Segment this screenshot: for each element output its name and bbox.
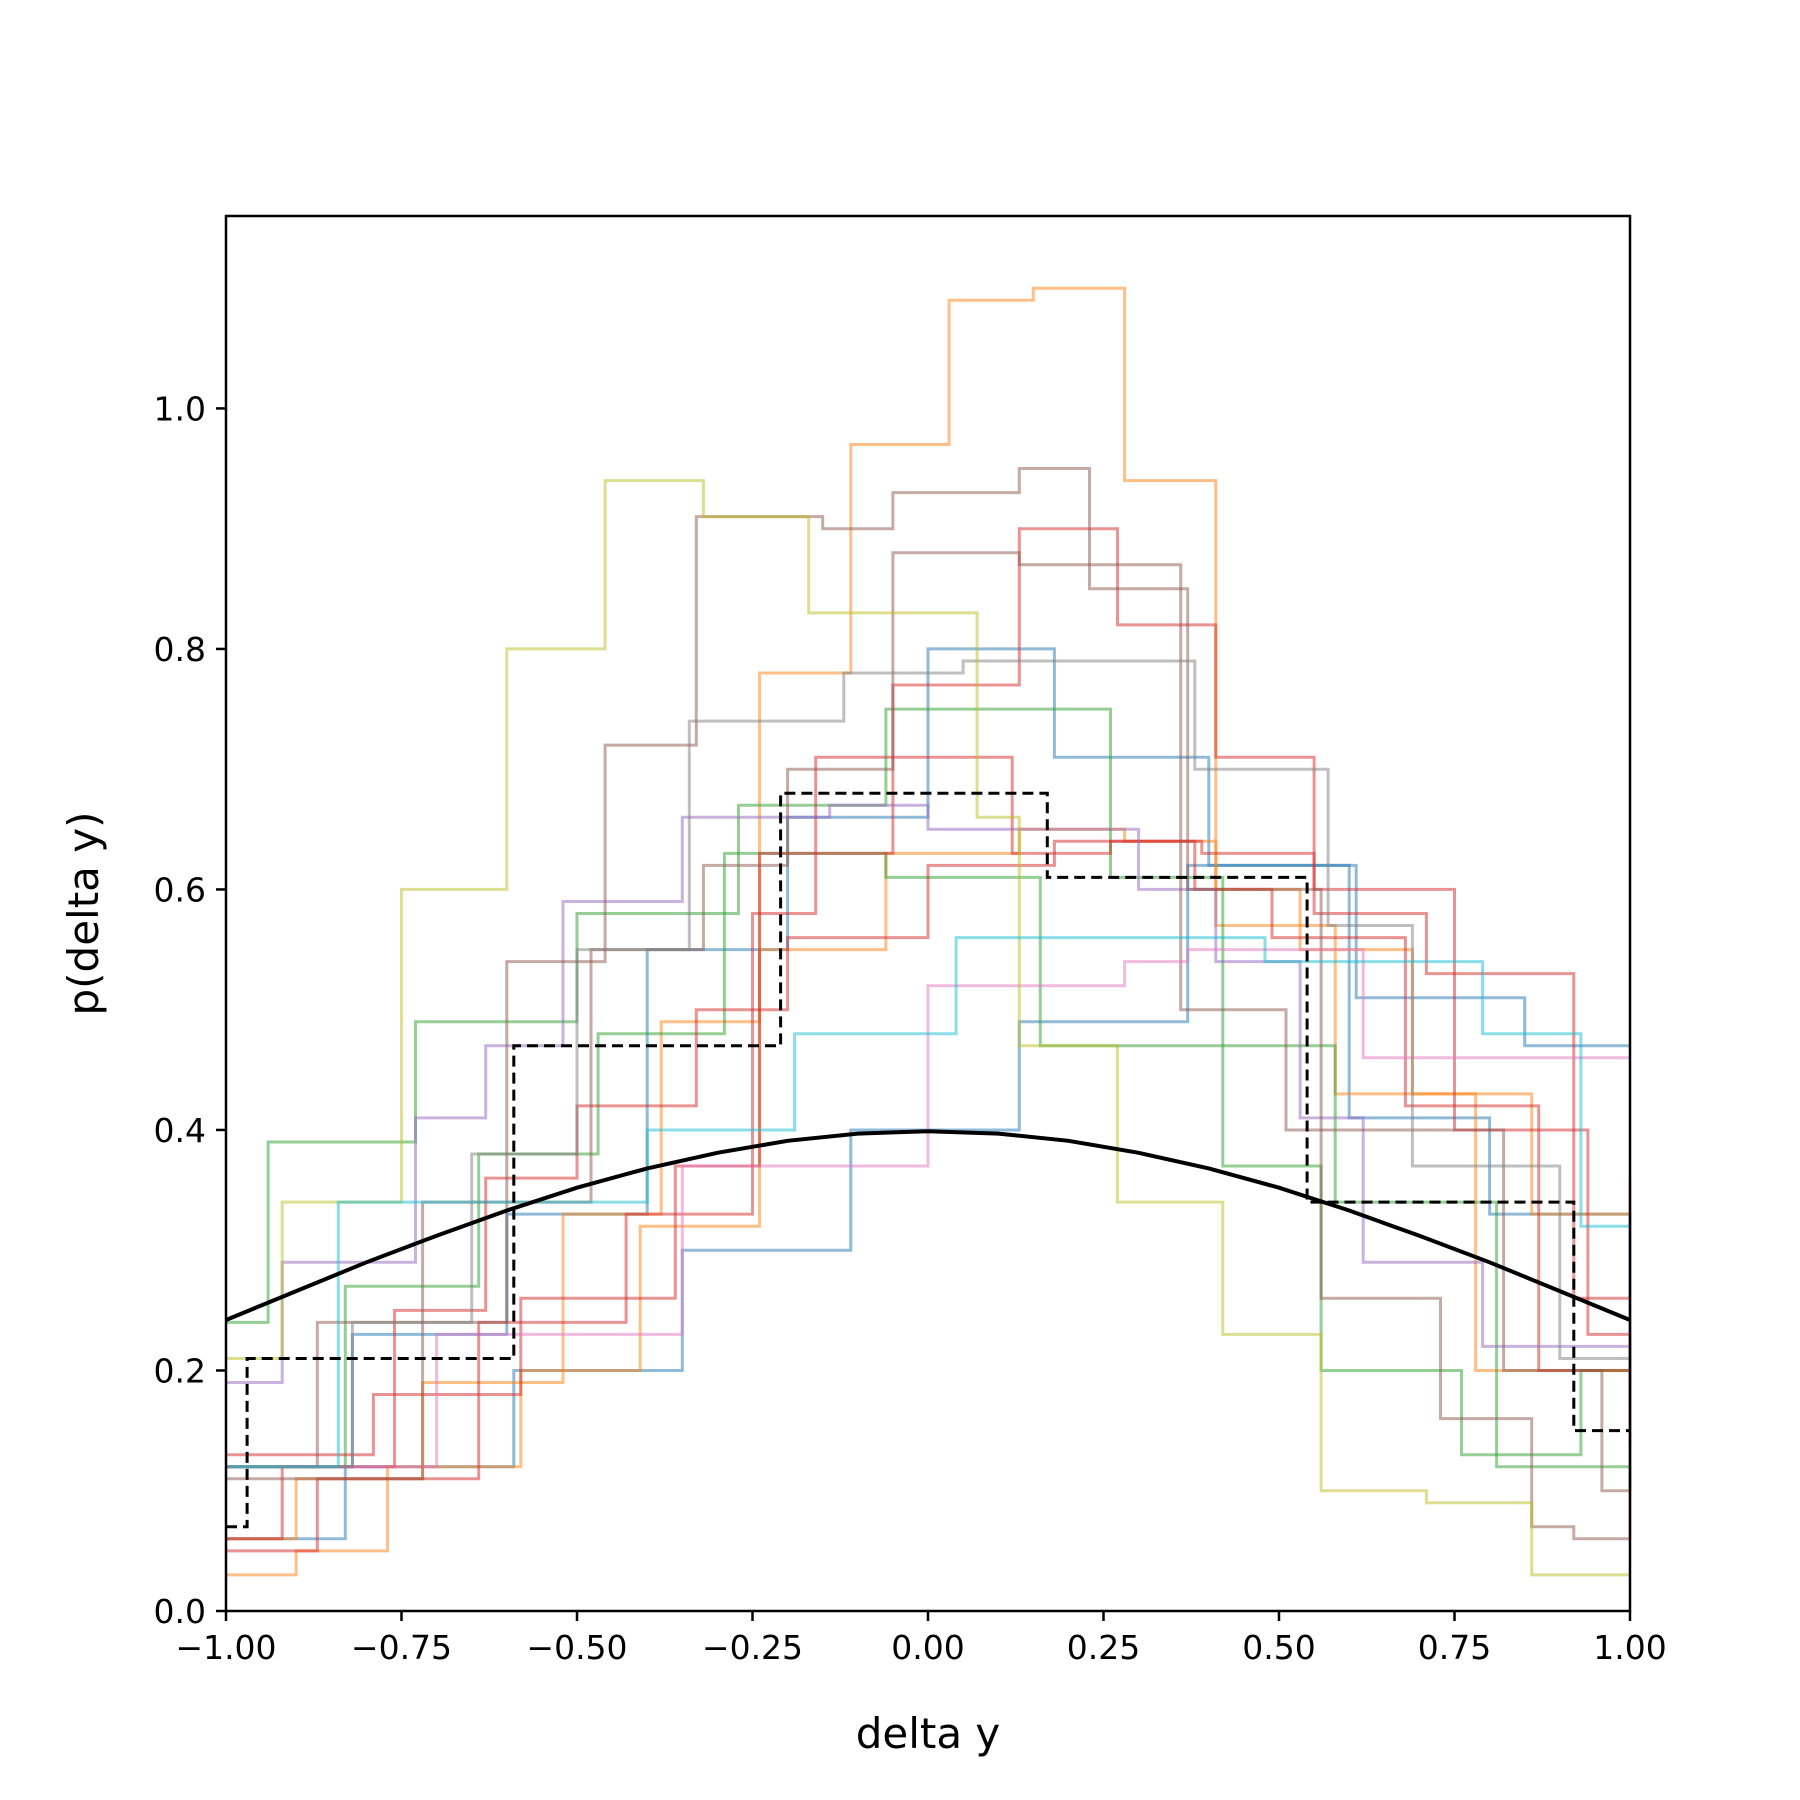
reference-layer (225, 791, 1631, 1529)
y-axis: 0.0 0.2 0.4 0.6 0.8 1.0 (154, 389, 226, 1631)
x-tick-label: −1.00 (175, 1628, 276, 1667)
x-tick-label: 0.00 (891, 1628, 964, 1667)
histogram-series-15 (226, 479, 1630, 1577)
reference-curve (225, 1129, 1631, 1322)
y-tick-label: 0.4 (154, 1111, 206, 1150)
histogram-series-9 (226, 839, 1632, 1541)
x-axis: −1.00 −0.75 −0.50 −0.25 0.00 0.25 0.50 0.75 1.00 (175, 1611, 1667, 1667)
histogram-series-7 (226, 755, 1630, 1553)
x-tick-label: 1.00 (1593, 1628, 1666, 1667)
histogram-series-5 (226, 707, 1630, 1457)
x-tick-label: −0.50 (526, 1628, 627, 1667)
y-tick-label: 0.6 (154, 870, 206, 909)
x-tick-label: 0.75 (1418, 1628, 1491, 1667)
y-tick-label: 1.0 (154, 389, 206, 428)
x-tick-label: −0.75 (351, 1628, 452, 1667)
y-axis-label: p(delta y) (59, 811, 108, 1015)
x-tick-label: −0.25 (702, 1628, 803, 1667)
y-tick-label: 0.8 (154, 630, 206, 669)
reference-histogram-dashed (226, 791, 1630, 1529)
histogram-series-12 (226, 551, 1630, 1493)
x-axis-label: delta y (856, 1709, 1001, 1758)
histogram-series-16 (226, 936, 1630, 1469)
histogram-series-11 (226, 467, 1630, 1541)
y-tick-label: 0.0 (154, 1592, 206, 1631)
series-layer (226, 286, 1632, 1577)
histogram-series-14 (226, 659, 1632, 1491)
histogram-series-10 (226, 803, 1630, 1384)
x-tick-label: 0.25 (1067, 1628, 1140, 1667)
histogram-series-13 (226, 948, 1630, 1469)
y-tick-label: 0.2 (154, 1351, 206, 1390)
x-tick-label: 0.50 (1242, 1628, 1315, 1667)
